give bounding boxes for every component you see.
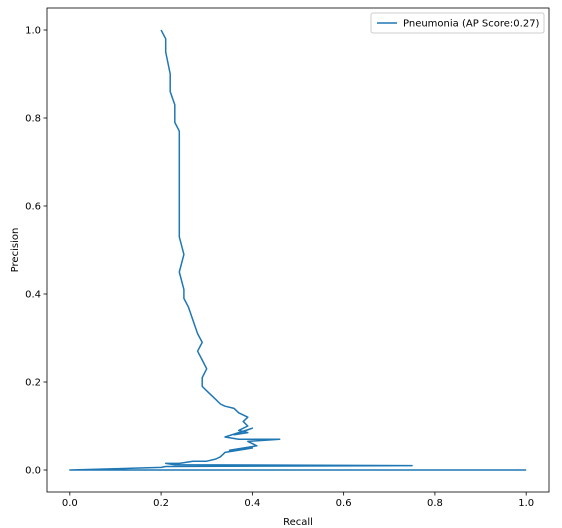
x-tick-label: 0.4 [244,498,260,509]
x-axis-ticks: 0.0 0.2 0.4 0.6 0.8 1.0 [62,492,534,509]
legend: Pneumonia (AP Score:0.27) [370,12,545,34]
x-tick-label: 0.8 [427,498,443,509]
series-line-0 [69,29,527,471]
y-tick-label: 1.0 [25,26,41,37]
axes-frame [46,7,550,493]
x-axis-label: Recall [283,517,313,528]
x-tick-label: 0.0 [62,498,78,509]
x-tick-label: 1.0 [518,498,534,509]
y-axis-label: Precision [10,228,21,273]
y-axis-ticks: 0.0 0.2 0.4 0.6 0.8 1.0 [25,26,47,477]
y-tick-label: 0.4 [25,290,41,301]
y-tick-label: 0.8 [25,114,41,125]
legend-entry-label: Pneumonia (AP Score:0.27) [403,19,540,30]
legend-box [370,12,545,34]
y-tick-label: 0.6 [25,202,41,213]
x-tick-label: 0.2 [153,498,169,509]
x-tick-label: 0.6 [336,498,352,509]
y-tick-label: 0.2 [25,378,41,389]
plot-area [46,7,550,493]
y-tick-label: 0.0 [25,466,41,477]
